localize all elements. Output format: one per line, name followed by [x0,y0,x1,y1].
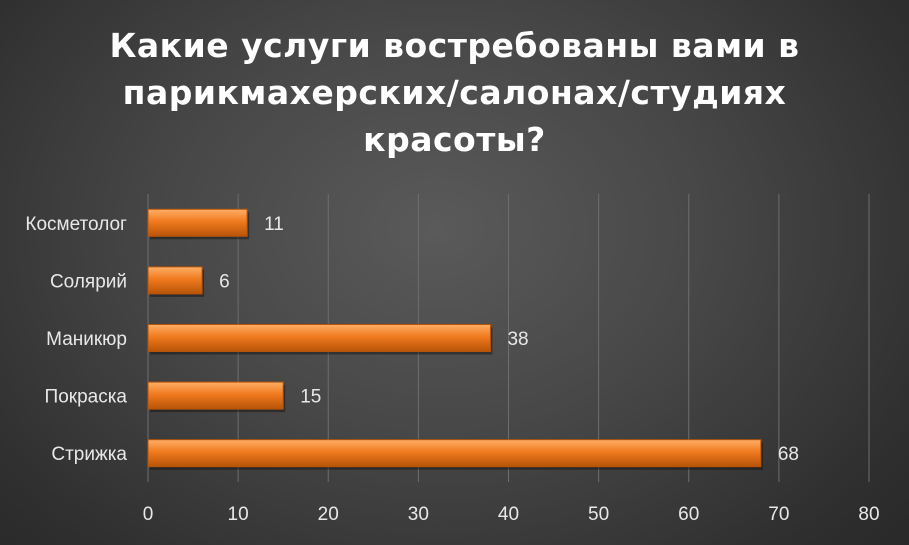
x-tick-label: 70 [768,504,789,525]
data-label: 15 [300,387,321,408]
data-label: 68 [778,444,799,465]
data-label: 38 [507,329,528,350]
x-tick-label: 10 [228,504,249,525]
chart-title-line-3: красоты? [363,120,546,159]
bar-5 [147,439,762,468]
x-tick-label: 30 [408,504,429,525]
chart-title: Какие услуги востребованы вами в парикма… [0,22,909,163]
x-tick-label: 50 [588,504,609,525]
chart-title-line-2: парикмахерских/салонах/студиях [122,73,787,112]
bar-4 [147,381,284,410]
chart-title-line-1: Какие услуги востребованы вами в [109,26,800,65]
x-tick-label: 40 [498,504,519,525]
bar-2 [147,266,203,295]
category-label: Покраска [45,387,128,408]
category-label: Стрижка [51,444,127,465]
category-label: Маникюр [46,329,127,350]
x-tick-label: 20 [318,504,339,525]
category-label: Косметолог [25,214,127,235]
category-label: Солярий [50,271,127,292]
x-tick-label: 60 [678,504,699,525]
bar-3 [147,324,491,352]
bar-1 [147,208,248,237]
data-label: 6 [219,271,230,292]
data-label: 11 [264,214,284,235]
x-tick-label: 80 [858,504,879,525]
x-tick-label: 0 [143,504,154,525]
